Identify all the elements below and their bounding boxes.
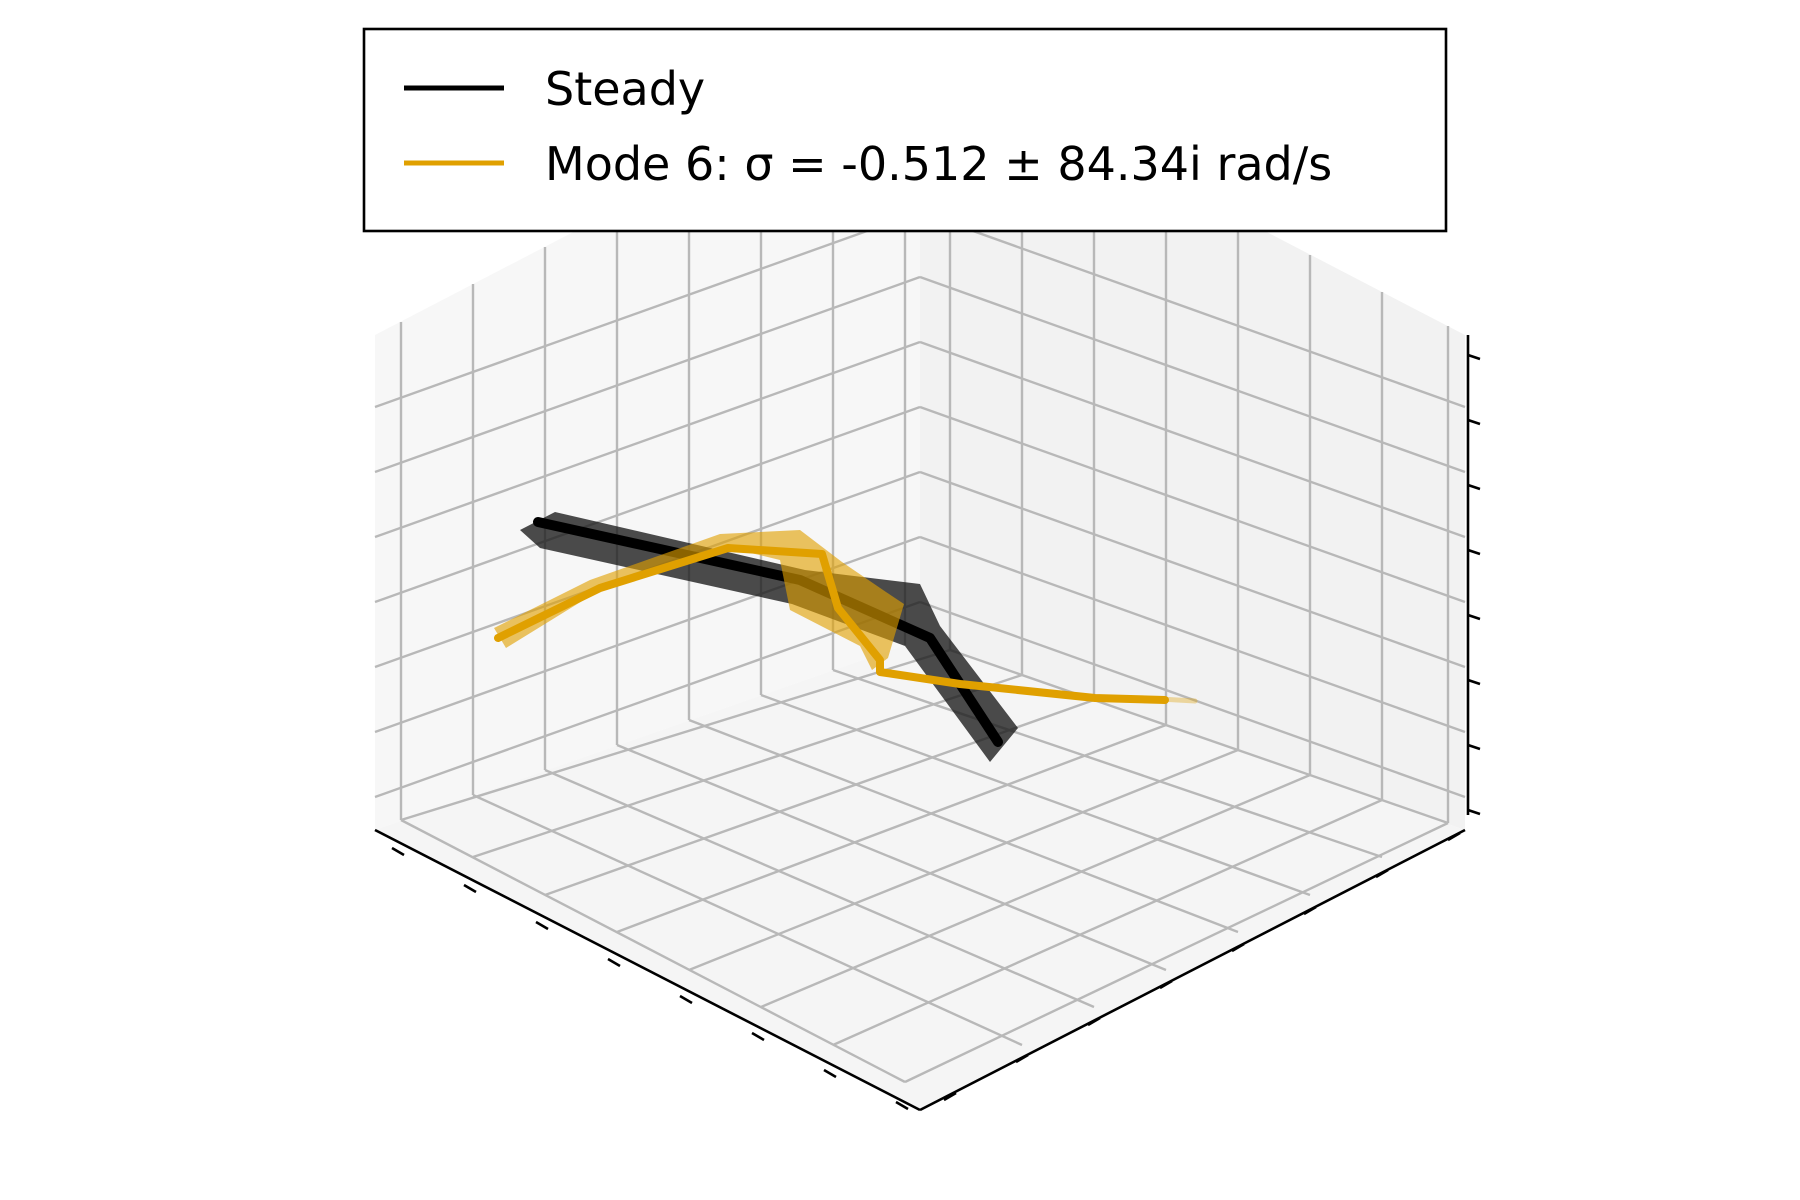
y-ticks [943, 831, 1461, 1102]
grid-line [472, 673, 1023, 859]
grid-line [919, 340, 1466, 539]
mode6-tip [1157, 696, 1198, 704]
grid-line [374, 340, 921, 539]
x-tick [463, 883, 477, 894]
grid-line [472, 793, 1023, 1047]
grid-floor [400, 648, 1449, 1084]
legend-label-mode6: Mode 6: σ = -0.512 ± 84.34i rad/s [545, 137, 1332, 191]
y-tick [1159, 979, 1173, 990]
grid-line [374, 405, 921, 604]
y-tick [1375, 868, 1389, 879]
grid-line [544, 768, 1095, 1009]
y-tick [943, 1091, 957, 1102]
x-ticks [391, 846, 909, 1111]
grid-line [832, 798, 1383, 1047]
x-axis-line [374, 828, 921, 1112]
z-tick [1467, 353, 1481, 361]
x-tick [607, 957, 621, 968]
grid-line [919, 210, 1466, 409]
mode6-band [494, 530, 904, 670]
z-tick [1467, 678, 1481, 686]
y-tick [1447, 831, 1461, 842]
axes [374, 335, 1470, 1112]
x-tick [751, 1031, 765, 1042]
grid-line [919, 275, 1466, 474]
y-tick [1015, 1053, 1029, 1064]
z-tick [1467, 548, 1481, 556]
x-tick [391, 846, 405, 857]
grid-line [616, 723, 1167, 934]
grid-line [374, 600, 921, 799]
legend: Steady Mode 6: σ = -0.512 ± 84.34i rad/s [362, 27, 1448, 233]
z-tick [1467, 613, 1481, 621]
grid-right [919, 68, 1466, 823]
z-tick [1467, 483, 1481, 491]
x-tick [679, 994, 693, 1005]
y-tick [1231, 942, 1245, 953]
x-tick [535, 920, 549, 931]
pane-right [920, 52, 1465, 830]
grid-line [760, 693, 1311, 897]
grid-line [400, 818, 906, 1084]
grid-line [919, 470, 1466, 669]
grid-line [919, 405, 1466, 604]
grid-line [374, 210, 921, 409]
z-tick [1467, 743, 1481, 751]
z-tick [1467, 808, 1481, 816]
mode6-centerline [494, 544, 1169, 704]
y-axis-line [919, 828, 1466, 1112]
y-tick [1303, 905, 1317, 916]
grid-line [374, 275, 921, 474]
x-tick [895, 1100, 909, 1111]
x-tick [823, 1068, 837, 1079]
grid-line [904, 821, 1449, 1084]
legend-frame [362, 27, 1448, 233]
grid-line [832, 668, 1383, 859]
series-mode6 [494, 530, 1198, 704]
y-tick [1087, 1016, 1101, 1027]
z-ticks [1467, 353, 1481, 816]
grid-line [949, 648, 1449, 825]
legend-label-steady: Steady [545, 62, 705, 116]
z-tick [1467, 418, 1481, 426]
grid-line [616, 743, 1167, 972]
grid-line [919, 600, 1466, 799]
grid-line [688, 718, 1239, 934]
grid-line [919, 535, 1466, 734]
grid-line [688, 748, 1239, 972]
